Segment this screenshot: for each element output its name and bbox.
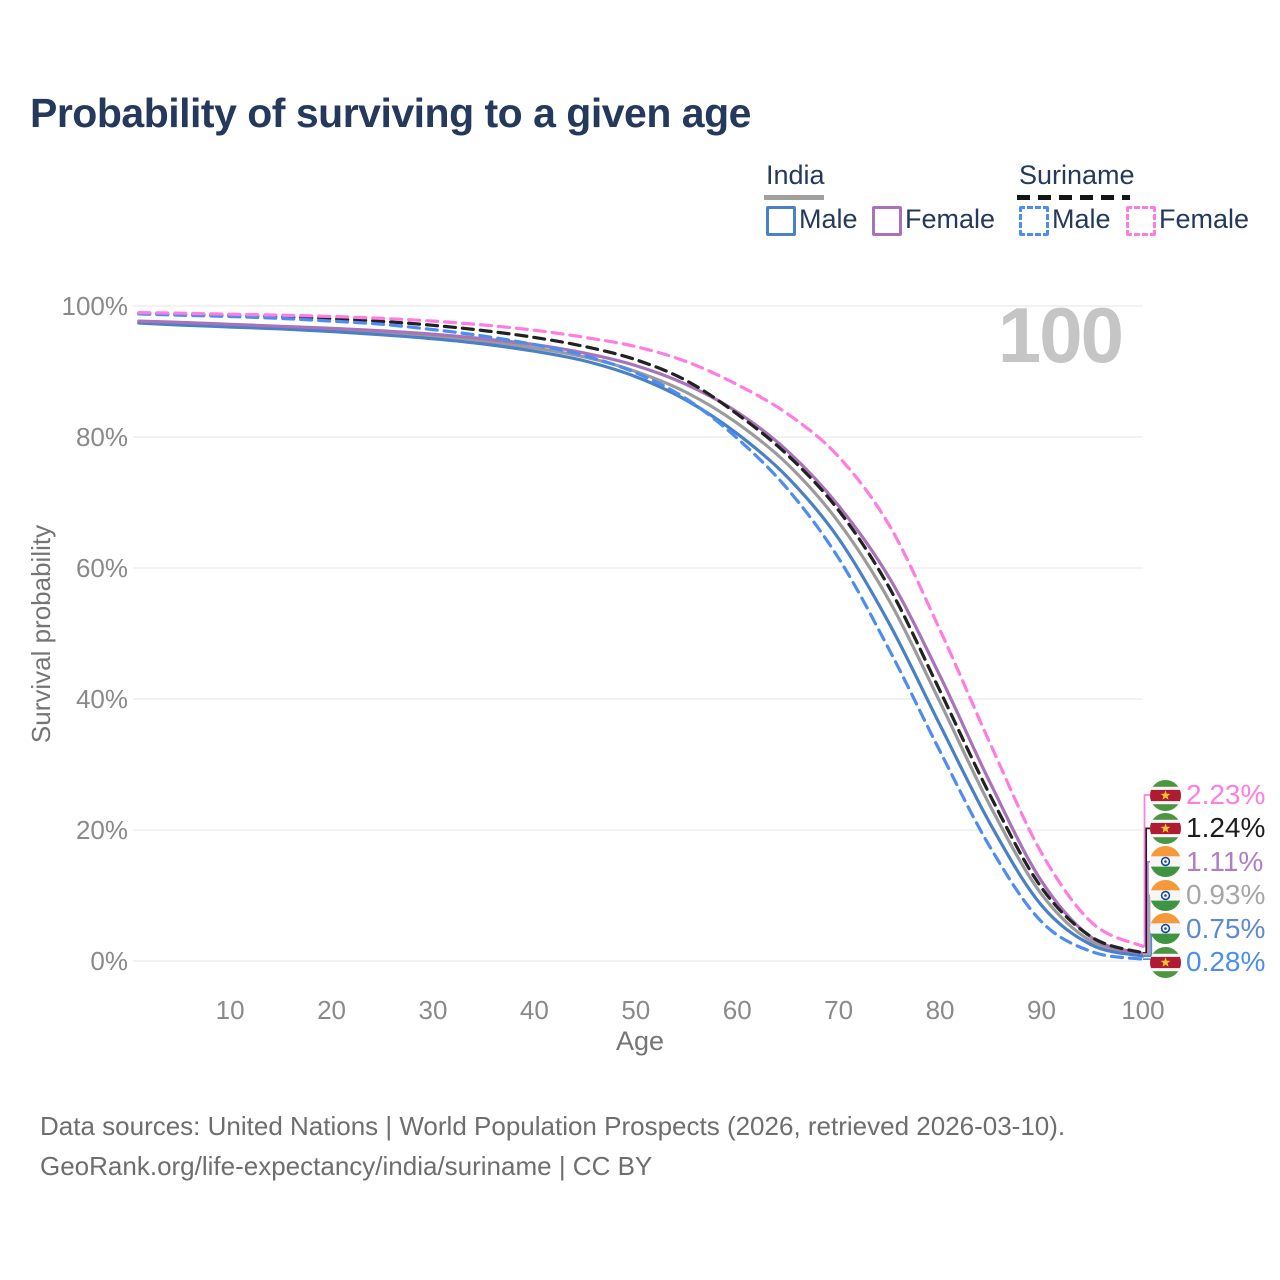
x-tick-label: 30 [418, 995, 448, 1025]
end-label-value: 0.93% [1186, 879, 1266, 911]
end-label-suriname-male: 0.28% [1150, 946, 1265, 979]
footer: Data sources: United Nations | World Pop… [40, 1106, 1065, 1186]
legend-suriname-total-line-swatch [1017, 195, 1130, 200]
age-watermark: 100 [997, 291, 1124, 379]
x-tick-label: 50 [621, 995, 651, 1025]
y-tick-label: 60% [75, 553, 128, 583]
x-tick-label: 70 [824, 995, 854, 1025]
x-tick-label: 100 [1121, 995, 1165, 1025]
suriname-flag-icon [1150, 946, 1181, 978]
y-axis-title: Survival probability [26, 524, 56, 744]
end-label-value: 1.24% [1186, 812, 1266, 844]
x-tick-label: 20 [317, 995, 346, 1025]
y-tick-label: 40% [75, 684, 128, 714]
x-tick-label: 10 [215, 995, 245, 1025]
legend-india-total-line-swatch [764, 195, 824, 200]
legend-label-india-female: Female [905, 204, 996, 234]
end-label-india-total: 0.93% [1150, 879, 1265, 912]
footer-data-sources: Data sources: United Nations | World Pop… [40, 1111, 1066, 1141]
legend-swatch-india-female [872, 206, 902, 236]
end-label-suriname-total: 1.24% [1150, 812, 1265, 845]
series-india-male [137, 321, 1145, 958]
legend-swatch-suriname-female [1126, 206, 1156, 236]
x-axis-title: Age [615, 1026, 665, 1056]
series-india-total [137, 320, 1145, 957]
legend-group-suriname-title: Suriname [1019, 160, 1135, 190]
end-label-value: 0.75% [1186, 912, 1266, 944]
legend-swatch-india-male [766, 206, 796, 236]
end-label-connector [1143, 794, 1152, 948]
y-tick-label: 100% [61, 291, 129, 321]
x-tick-label: 80 [925, 995, 955, 1025]
end-label-value: 1.11% [1186, 845, 1264, 877]
series-suriname-male [137, 312, 1145, 961]
end-label-value: 2.23% [1186, 779, 1266, 810]
series-suriname-female [137, 311, 1145, 948]
y-tick-label: 0% [90, 946, 128, 976]
suriname-flag-icon [1150, 779, 1181, 811]
x-tick-label: 40 [519, 995, 549, 1025]
end-label-india-female: 1.11% [1150, 845, 1263, 878]
legend-label-suriname-male: Male [1052, 204, 1111, 234]
legend-swatch-suriname-male [1019, 206, 1049, 236]
end-label-india-male: 0.75% [1150, 912, 1265, 945]
legend-label-india-male: Male [799, 204, 858, 234]
end-label-suriname-female: 2.23% [1150, 779, 1265, 812]
footer-attribution: GeoRank.org/life-expectancy/india/surina… [40, 1151, 653, 1181]
legend-label-suriname-female: Female [1159, 204, 1250, 234]
end-label-value: 0.28% [1186, 946, 1266, 977]
x-tick-label: 60 [722, 995, 752, 1025]
suriname-flag-icon [1150, 812, 1181, 844]
x-tick-label: 90 [1027, 995, 1056, 1025]
india-flag-icon [1150, 913, 1181, 945]
chart-title: Probability of surviving to a given age [30, 90, 751, 136]
y-tick-label: 80% [75, 422, 128, 452]
legend-group-india-title: India [766, 160, 825, 190]
y-tick-label: 20% [75, 815, 128, 845]
india-flag-icon [1150, 846, 1181, 878]
india-flag-icon [1150, 879, 1181, 911]
series-india-female [137, 319, 1145, 956]
end-label-connector [1143, 860, 1152, 955]
series-suriname-total [137, 311, 1145, 955]
